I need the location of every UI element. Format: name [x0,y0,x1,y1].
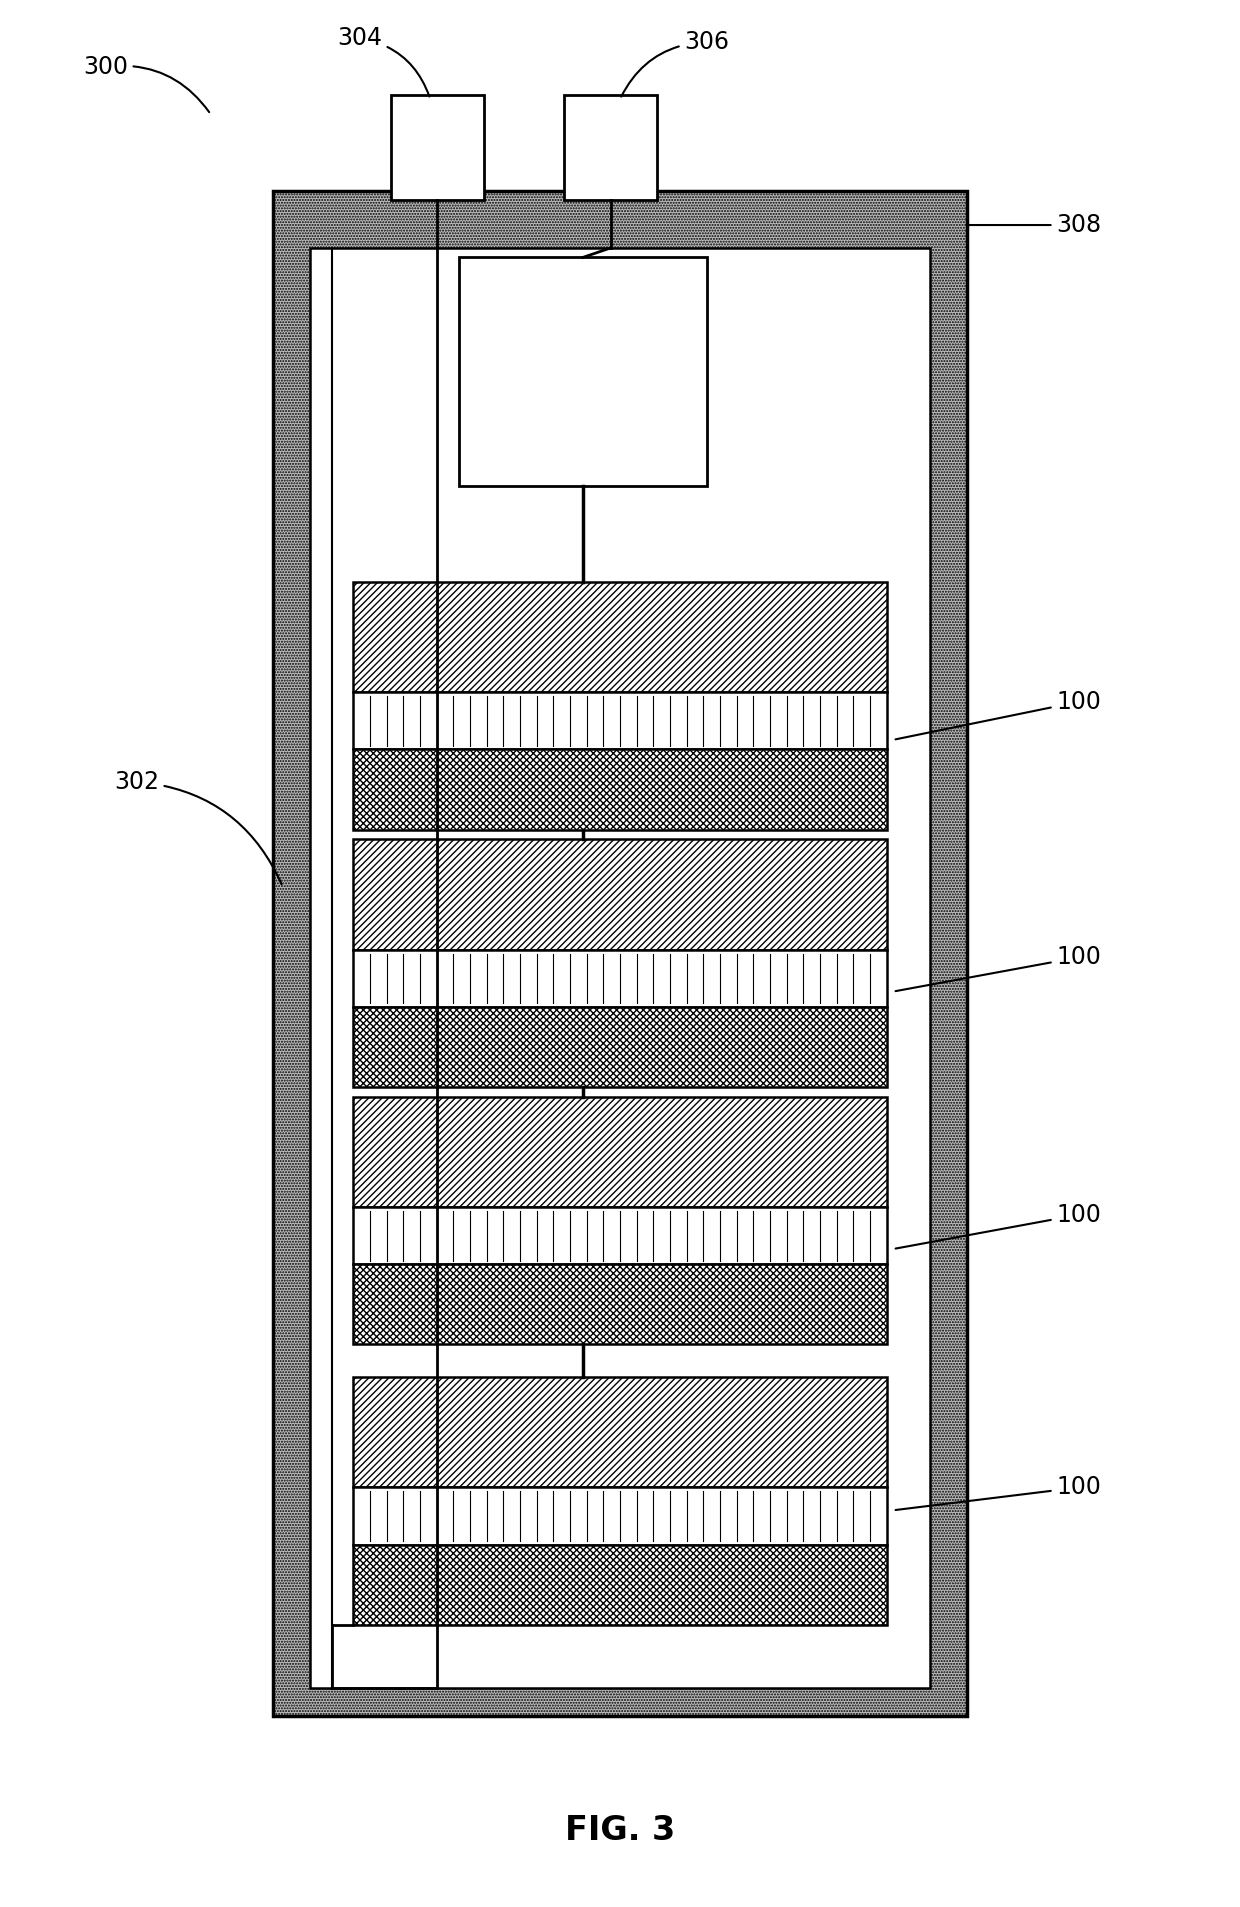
Bar [353,1264,887,1344]
Text: 100: 100 [895,1203,1101,1249]
Text: 300: 300 [83,55,210,113]
Text: 306: 306 [621,31,729,97]
Bar [353,1487,887,1545]
Text: 100: 100 [895,1476,1101,1510]
Bar [353,1377,887,1487]
Bar [310,248,930,1688]
Bar [353,1207,887,1264]
Bar [353,1377,887,1487]
Bar [353,1097,887,1207]
Bar [391,95,484,200]
Bar [353,582,887,692]
Bar [353,839,887,950]
Bar [353,1097,887,1207]
Bar [353,1264,887,1344]
Bar [353,692,887,749]
Bar [353,950,887,1007]
Text: 308: 308 [967,214,1101,236]
Bar [353,1007,887,1087]
Bar [353,749,887,830]
Bar [353,1545,887,1625]
Text: FIG. 3: FIG. 3 [565,1814,675,1848]
Text: 304: 304 [337,27,429,97]
Bar [353,1007,887,1087]
Bar [353,839,887,950]
Bar [353,1545,887,1625]
Text: 100: 100 [895,946,1101,992]
Text: 302: 302 [114,770,281,885]
Bar [564,95,657,200]
Bar [353,582,887,692]
Text: 100: 100 [895,690,1101,740]
Bar [273,191,967,1716]
Bar [459,257,707,486]
Bar [353,749,887,830]
